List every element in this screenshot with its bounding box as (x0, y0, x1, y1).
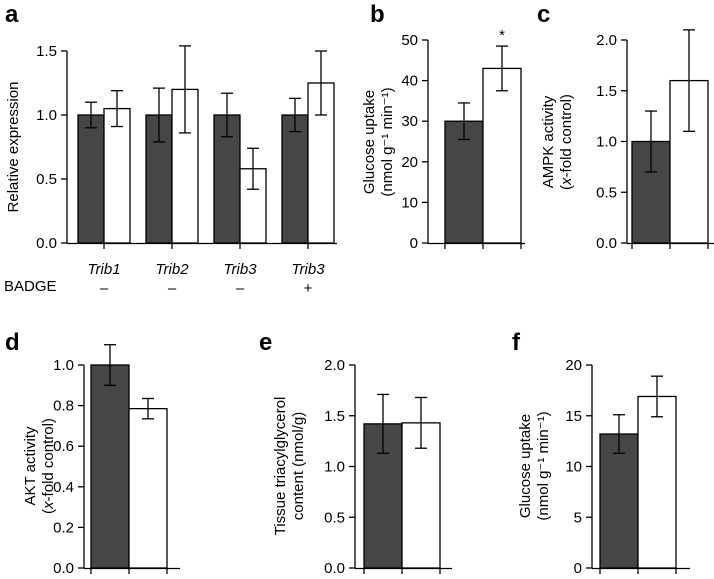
y-tick-label: 0.0 (324, 560, 345, 577)
y-axis-label: Glucose uptake(nmol g⁻¹ min⁻¹) (361, 87, 396, 196)
y-tick-label: 0.5 (324, 509, 345, 526)
y-tick-label: 0.6 (53, 438, 74, 455)
y-tick-label: 10 (401, 194, 418, 211)
bar (103, 107, 131, 244)
y-tick-label: 0 (574, 560, 582, 577)
y-axis-label-line: AMPK activity (540, 95, 557, 188)
y-axis-label: Glucose uptake(nmol g⁻¹ min⁻¹) (517, 411, 552, 520)
y-axis-label-line: (nmol g⁻¹ min⁻¹) (535, 411, 552, 520)
y-tick-label: 5 (574, 509, 582, 526)
badge-value: – (100, 280, 109, 297)
y-axis-label-line: Tissue triacylglycerol (272, 397, 289, 536)
x-tick-label: Trib1 (87, 261, 120, 278)
panel-d: d 0.0 0.2 0.4 0.6 0.8 1.0 AKT activity(x-fold c… (5, 329, 180, 577)
y-axis-label: AKT activity(x-fold control) (22, 418, 57, 514)
y-tick-label: 15 (565, 408, 582, 425)
badge-value: + (304, 280, 313, 297)
y-tick-label: 1.0 (36, 107, 57, 124)
significance-marker: * (499, 27, 505, 44)
panel-letter: d (5, 329, 20, 356)
x-tick-label: Trib3 (223, 261, 257, 278)
x-tick-label: Trib3 (291, 261, 325, 278)
badge-value: – (168, 280, 177, 297)
y-axis-label: AMPK activity(x-fold control) (540, 94, 575, 190)
y-axis-label-line: (nmol g⁻¹ min⁻¹) (379, 87, 396, 196)
x-tick-label: Trib2 (155, 261, 189, 278)
panel-letter: f (512, 329, 521, 356)
y-tick-label: 0.5 (36, 171, 57, 188)
y-tick-label: 0.0 (36, 235, 57, 252)
y-tick-label: 10 (565, 459, 582, 476)
y-tick-label: 0 (410, 235, 418, 252)
panel-letter: b (370, 1, 385, 28)
y-tick-label: 2.0 (596, 32, 617, 49)
bar (444, 120, 484, 244)
y-axis-label-line: (x-fold control) (558, 94, 575, 190)
y-tick-label: 1.0 (596, 134, 617, 151)
y-tick-label: 0.8 (53, 398, 74, 415)
y-axis-label-italic: x (40, 501, 57, 510)
y-tick-label: 0.0 (596, 235, 617, 252)
y-tick-label: 1.0 (324, 459, 345, 476)
bar (637, 395, 677, 569)
bar (482, 67, 522, 244)
y-tick-label: 1.0 (53, 357, 74, 374)
y-tick-label: 1.5 (36, 43, 57, 60)
y-axis-label-line: (x-fold control) (40, 418, 57, 514)
y-tick-label: 1.5 (596, 83, 617, 100)
y-axis-label: Relative expression (5, 82, 22, 213)
panel-b: b 0 10 20 30 40 50 Glucose uptake(nmol g⁻¹ min⁻… (361, 1, 525, 252)
y-tick-label: 30 (401, 113, 418, 130)
badge-value: – (236, 280, 245, 297)
panel-f: f 0 5 10 15 20 Glucose uptake(nmol g⁻¹ min⁻¹) (512, 329, 690, 577)
panel-c: c 0.0 0.5 1.0 1.5 2.0 AMPK activity(x-fold con… (537, 1, 714, 252)
y-axis-label-line: Glucose uptake (517, 414, 534, 518)
panel-a: a 0.0 0.5 1.0 1.5 Relative expression Trib1 – Tr… (4, 1, 337, 297)
y-tick-label: 2.0 (324, 357, 345, 374)
y-tick-label: 40 (401, 73, 418, 90)
bar (599, 433, 639, 569)
bar (77, 114, 105, 244)
y-tick-label: 0.5 (596, 184, 617, 201)
y-tick-label: 50 (401, 32, 418, 49)
panel-letter: a (5, 1, 19, 28)
panel-e: e 0.0 0.5 1.0 1.5 2.0 Tissue triacylglycerolco… (259, 329, 452, 577)
y-axis-label-line: Glucose uptake (361, 90, 378, 194)
y-tick-label: 20 (401, 154, 418, 171)
panel-letter: c (537, 1, 550, 28)
bar (281, 114, 309, 244)
bar (128, 407, 168, 569)
y-tick-label: 0.0 (53, 560, 74, 577)
y-axis-label-line: Relative expression (5, 82, 22, 213)
y-axis-label-italic: x (558, 177, 575, 186)
y-tick-label: 0.4 (53, 479, 74, 496)
badge-label: BADGE (4, 278, 57, 295)
y-axis-label-line: AKT activity (22, 426, 39, 505)
bar (239, 168, 267, 244)
y-axis-label: Tissue triacylglycerolcontent (nmol/g) (272, 397, 307, 536)
y-tick-label: 0.2 (53, 519, 74, 536)
y-tick-label: 1.5 (324, 408, 345, 425)
y-axis-label-line: content (nmol/g) (290, 412, 307, 520)
panel-letter: e (259, 329, 272, 356)
y-tick-label: 20 (565, 357, 582, 374)
bar (90, 364, 130, 569)
